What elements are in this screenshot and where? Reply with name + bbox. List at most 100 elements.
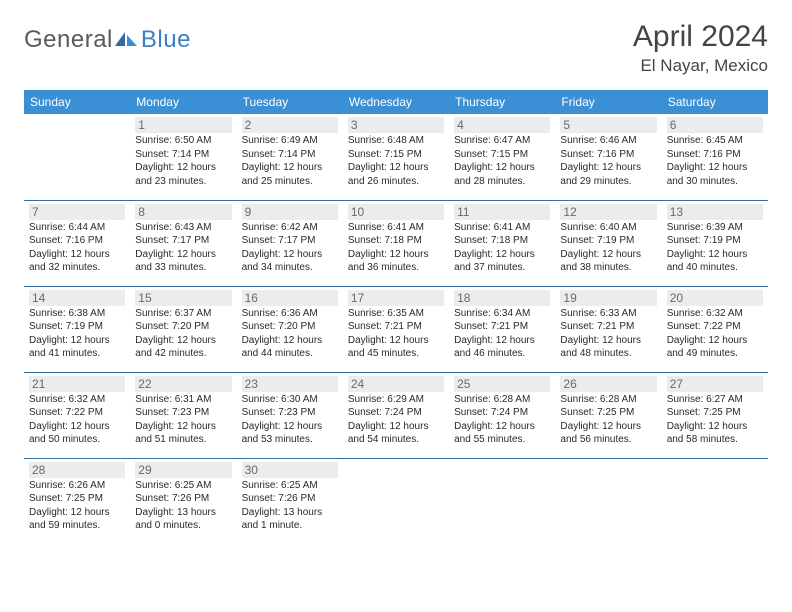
calendar-day-cell: 8Sunrise: 6:43 AMSunset: 7:17 PMDaylight… (130, 200, 236, 286)
day-details: Sunrise: 6:45 AMSunset: 7:16 PMDaylight:… (667, 134, 763, 188)
day-number: 23 (242, 376, 338, 392)
day-number: 15 (135, 290, 231, 306)
logo-text-blue: Blue (141, 26, 191, 54)
weekday-header: Friday (555, 90, 661, 114)
day-details: Sunrise: 6:25 AMSunset: 7:26 PMDaylight:… (242, 479, 338, 533)
day-details: Sunrise: 6:37 AMSunset: 7:20 PMDaylight:… (135, 307, 231, 361)
calendar-day-cell: 18Sunrise: 6:34 AMSunset: 7:21 PMDayligh… (449, 286, 555, 372)
day-details: Sunrise: 6:26 AMSunset: 7:25 PMDaylight:… (29, 479, 125, 533)
day-number: 14 (29, 290, 125, 306)
calendar-day-cell: 14Sunrise: 6:38 AMSunset: 7:19 PMDayligh… (24, 286, 130, 372)
day-details: Sunrise: 6:30 AMSunset: 7:23 PMDaylight:… (242, 393, 338, 447)
day-number: 22 (135, 376, 231, 392)
day-number: 25 (454, 376, 550, 392)
calendar-day-cell: 27Sunrise: 6:27 AMSunset: 7:25 PMDayligh… (662, 372, 768, 458)
calendar-day-cell: 19Sunrise: 6:33 AMSunset: 7:21 PMDayligh… (555, 286, 661, 372)
day-number: 1 (135, 117, 231, 133)
day-details: Sunrise: 6:25 AMSunset: 7:26 PMDaylight:… (135, 479, 231, 533)
day-number: 24 (348, 376, 444, 392)
calendar-day-cell: 21Sunrise: 6:32 AMSunset: 7:22 PMDayligh… (24, 372, 130, 458)
day-details: Sunrise: 6:29 AMSunset: 7:24 PMDaylight:… (348, 393, 444, 447)
day-number: 13 (667, 204, 763, 220)
calendar-day-cell: 10Sunrise: 6:41 AMSunset: 7:18 PMDayligh… (343, 200, 449, 286)
calendar-week-row: 21Sunrise: 6:32 AMSunset: 7:22 PMDayligh… (24, 372, 768, 458)
day-number: 21 (29, 376, 125, 392)
calendar-day-cell: 20Sunrise: 6:32 AMSunset: 7:22 PMDayligh… (662, 286, 768, 372)
calendar-day-cell: 11Sunrise: 6:41 AMSunset: 7:18 PMDayligh… (449, 200, 555, 286)
day-number: 2 (242, 117, 338, 133)
day-number: 8 (135, 204, 231, 220)
day-number: 5 (560, 117, 656, 133)
calendar-day-cell: 7Sunrise: 6:44 AMSunset: 7:16 PMDaylight… (24, 200, 130, 286)
day-details: Sunrise: 6:28 AMSunset: 7:25 PMDaylight:… (560, 393, 656, 447)
calendar-day-cell: 1Sunrise: 6:50 AMSunset: 7:14 PMDaylight… (130, 114, 236, 200)
day-details: Sunrise: 6:44 AMSunset: 7:16 PMDaylight:… (29, 221, 125, 275)
calendar-table: SundayMondayTuesdayWednesdayThursdayFrid… (24, 90, 768, 544)
weekday-header: Thursday (449, 90, 555, 114)
weekday-header: Tuesday (237, 90, 343, 114)
day-number: 18 (454, 290, 550, 306)
day-number: 12 (560, 204, 656, 220)
calendar-day-cell: 26Sunrise: 6:28 AMSunset: 7:25 PMDayligh… (555, 372, 661, 458)
weekday-header: Wednesday (343, 90, 449, 114)
day-details: Sunrise: 6:39 AMSunset: 7:19 PMDaylight:… (667, 221, 763, 275)
day-details: Sunrise: 6:43 AMSunset: 7:17 PMDaylight:… (135, 221, 231, 275)
calendar-empty-cell (662, 458, 768, 544)
weekday-header: Saturday (662, 90, 768, 114)
calendar-day-cell: 2Sunrise: 6:49 AMSunset: 7:14 PMDaylight… (237, 114, 343, 200)
day-details: Sunrise: 6:38 AMSunset: 7:19 PMDaylight:… (29, 307, 125, 361)
day-details: Sunrise: 6:48 AMSunset: 7:15 PMDaylight:… (348, 134, 444, 188)
day-number: 4 (454, 117, 550, 133)
day-details: Sunrise: 6:27 AMSunset: 7:25 PMDaylight:… (667, 393, 763, 447)
calendar-day-cell: 25Sunrise: 6:28 AMSunset: 7:24 PMDayligh… (449, 372, 555, 458)
day-details: Sunrise: 6:28 AMSunset: 7:24 PMDaylight:… (454, 393, 550, 447)
weekday-header: Monday (130, 90, 236, 114)
day-number: 29 (135, 462, 231, 478)
day-details: Sunrise: 6:50 AMSunset: 7:14 PMDaylight:… (135, 134, 231, 188)
calendar-day-cell: 13Sunrise: 6:39 AMSunset: 7:19 PMDayligh… (662, 200, 768, 286)
day-number: 7 (29, 204, 125, 220)
day-details: Sunrise: 6:32 AMSunset: 7:22 PMDaylight:… (29, 393, 125, 447)
day-number: 6 (667, 117, 763, 133)
month-title: April 2024 (633, 20, 768, 54)
calendar-day-cell: 15Sunrise: 6:37 AMSunset: 7:20 PMDayligh… (130, 286, 236, 372)
calendar-day-cell: 30Sunrise: 6:25 AMSunset: 7:26 PMDayligh… (237, 458, 343, 544)
day-details: Sunrise: 6:32 AMSunset: 7:22 PMDaylight:… (667, 307, 763, 361)
day-number: 28 (29, 462, 125, 478)
weekday-header: Sunday (24, 90, 130, 114)
day-number: 9 (242, 204, 338, 220)
calendar-empty-cell (343, 458, 449, 544)
calendar-day-cell: 29Sunrise: 6:25 AMSunset: 7:26 PMDayligh… (130, 458, 236, 544)
day-number: 19 (560, 290, 656, 306)
day-details: Sunrise: 6:46 AMSunset: 7:16 PMDaylight:… (560, 134, 656, 188)
day-details: Sunrise: 6:49 AMSunset: 7:14 PMDaylight:… (242, 134, 338, 188)
calendar-week-row: 1Sunrise: 6:50 AMSunset: 7:14 PMDaylight… (24, 114, 768, 200)
title-block: April 2024 El Nayar, Mexico (633, 20, 768, 76)
calendar-day-cell: 17Sunrise: 6:35 AMSunset: 7:21 PMDayligh… (343, 286, 449, 372)
day-number: 16 (242, 290, 338, 306)
calendar-day-cell: 23Sunrise: 6:30 AMSunset: 7:23 PMDayligh… (237, 372, 343, 458)
calendar-day-cell: 28Sunrise: 6:26 AMSunset: 7:25 PMDayligh… (24, 458, 130, 544)
calendar-week-row: 14Sunrise: 6:38 AMSunset: 7:19 PMDayligh… (24, 286, 768, 372)
calendar-day-cell: 22Sunrise: 6:31 AMSunset: 7:23 PMDayligh… (130, 372, 236, 458)
day-number: 17 (348, 290, 444, 306)
day-details: Sunrise: 6:35 AMSunset: 7:21 PMDaylight:… (348, 307, 444, 361)
calendar-head: SundayMondayTuesdayWednesdayThursdayFrid… (24, 90, 768, 114)
calendar-day-cell: 16Sunrise: 6:36 AMSunset: 7:20 PMDayligh… (237, 286, 343, 372)
header-row: General Blue April 2024 El Nayar, Mexico (24, 20, 768, 76)
day-details: Sunrise: 6:34 AMSunset: 7:21 PMDaylight:… (454, 307, 550, 361)
day-details: Sunrise: 6:41 AMSunset: 7:18 PMDaylight:… (454, 221, 550, 275)
calendar-empty-cell (24, 114, 130, 200)
day-details: Sunrise: 6:31 AMSunset: 7:23 PMDaylight:… (135, 393, 231, 447)
calendar-day-cell: 4Sunrise: 6:47 AMSunset: 7:15 PMDaylight… (449, 114, 555, 200)
calendar-day-cell: 6Sunrise: 6:45 AMSunset: 7:16 PMDaylight… (662, 114, 768, 200)
day-number: 11 (454, 204, 550, 220)
day-details: Sunrise: 6:42 AMSunset: 7:17 PMDaylight:… (242, 221, 338, 275)
location-text: El Nayar, Mexico (633, 56, 768, 76)
day-number: 26 (560, 376, 656, 392)
calendar-day-cell: 3Sunrise: 6:48 AMSunset: 7:15 PMDaylight… (343, 114, 449, 200)
calendar-empty-cell (449, 458, 555, 544)
day-details: Sunrise: 6:41 AMSunset: 7:18 PMDaylight:… (348, 221, 444, 275)
day-number: 20 (667, 290, 763, 306)
calendar-day-cell: 9Sunrise: 6:42 AMSunset: 7:17 PMDaylight… (237, 200, 343, 286)
